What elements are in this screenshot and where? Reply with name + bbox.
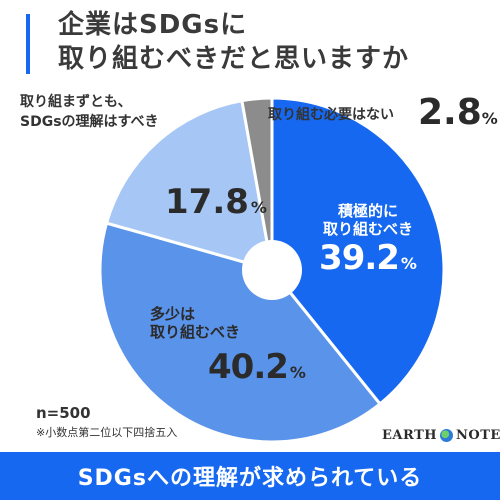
slice-label-somewhat: 多少は 取り組むべき 40.2% bbox=[150, 305, 306, 388]
logo-text-right: NOTE bbox=[456, 428, 500, 443]
slice-value-unneeded: 2.8 bbox=[418, 92, 482, 133]
slice-label-unneeded: 取り組む必要はない bbox=[268, 107, 394, 123]
chart-title-line1: 企業はSDGsに bbox=[58, 10, 248, 40]
slice-label-slightly: 取り組まずとも、 SDGsの理解はすべき bbox=[20, 92, 159, 132]
slice-somewhat bbox=[98, 221, 383, 444]
donut-hole bbox=[242, 240, 302, 300]
chart-title-line2: 取り組むべきだと思いますか bbox=[58, 44, 410, 74]
slice-slightly bbox=[104, 98, 274, 273]
sample-info: n=500 ※小数点第二位以下四捨五入 bbox=[36, 404, 177, 440]
logo-text-left: EARTH bbox=[382, 428, 438, 443]
title-quote-icon bbox=[26, 14, 30, 74]
globe-icon bbox=[440, 429, 454, 442]
slice-value-somewhat: 40.2 bbox=[208, 347, 289, 387]
slice-value-proactive-wrap: 39.2% bbox=[319, 238, 417, 278]
slice-name-slightly-2: SDGsの理解はすべき bbox=[20, 114, 159, 130]
slice-name-proactive-2: 取り組むべき bbox=[322, 220, 413, 238]
rounding-note: ※小数点第二位以下四捨五入 bbox=[36, 426, 178, 439]
chart-title: 企業はSDGsに 取り組むべきだと思いますか bbox=[58, 8, 409, 76]
earth-note-logo: EARTH NOTE bbox=[382, 428, 500, 443]
slice-name-slightly-1: 取り組まずとも、 bbox=[20, 94, 132, 110]
slice-value-slightly-wrap: 17.8% bbox=[165, 182, 267, 222]
slice-pct-unneeded: % bbox=[481, 109, 498, 128]
slice-value-unneeded-wrap: 2.8% bbox=[418, 92, 498, 133]
slice-name-somewhat-1: 多少は bbox=[150, 305, 196, 323]
banner-text: SDGsへの理解が求められている bbox=[77, 466, 423, 491]
slice-name-somewhat-2: 取り組むべき bbox=[150, 323, 241, 341]
slice-value-proactive: 39.2 bbox=[319, 238, 400, 278]
sample-size: n=500 bbox=[36, 404, 91, 422]
slice-proactive bbox=[270, 96, 446, 407]
bottom-banner: SDGsへの理解が求められている bbox=[0, 452, 500, 500]
slice-unneeded bbox=[240, 96, 274, 271]
slice-value-somewhat-wrap: 40.2% bbox=[208, 347, 306, 388]
slice-label-proactive: 積極的に 取り組むべき 39.2% bbox=[308, 202, 428, 279]
slice-pct-slightly: % bbox=[250, 198, 267, 217]
slice-value-slightly: 17.8 bbox=[165, 182, 249, 222]
slice-name-proactive-1: 積極的に bbox=[337, 202, 398, 220]
slice-pct-proactive: % bbox=[400, 254, 417, 273]
slice-pct-somewhat: % bbox=[289, 363, 306, 382]
